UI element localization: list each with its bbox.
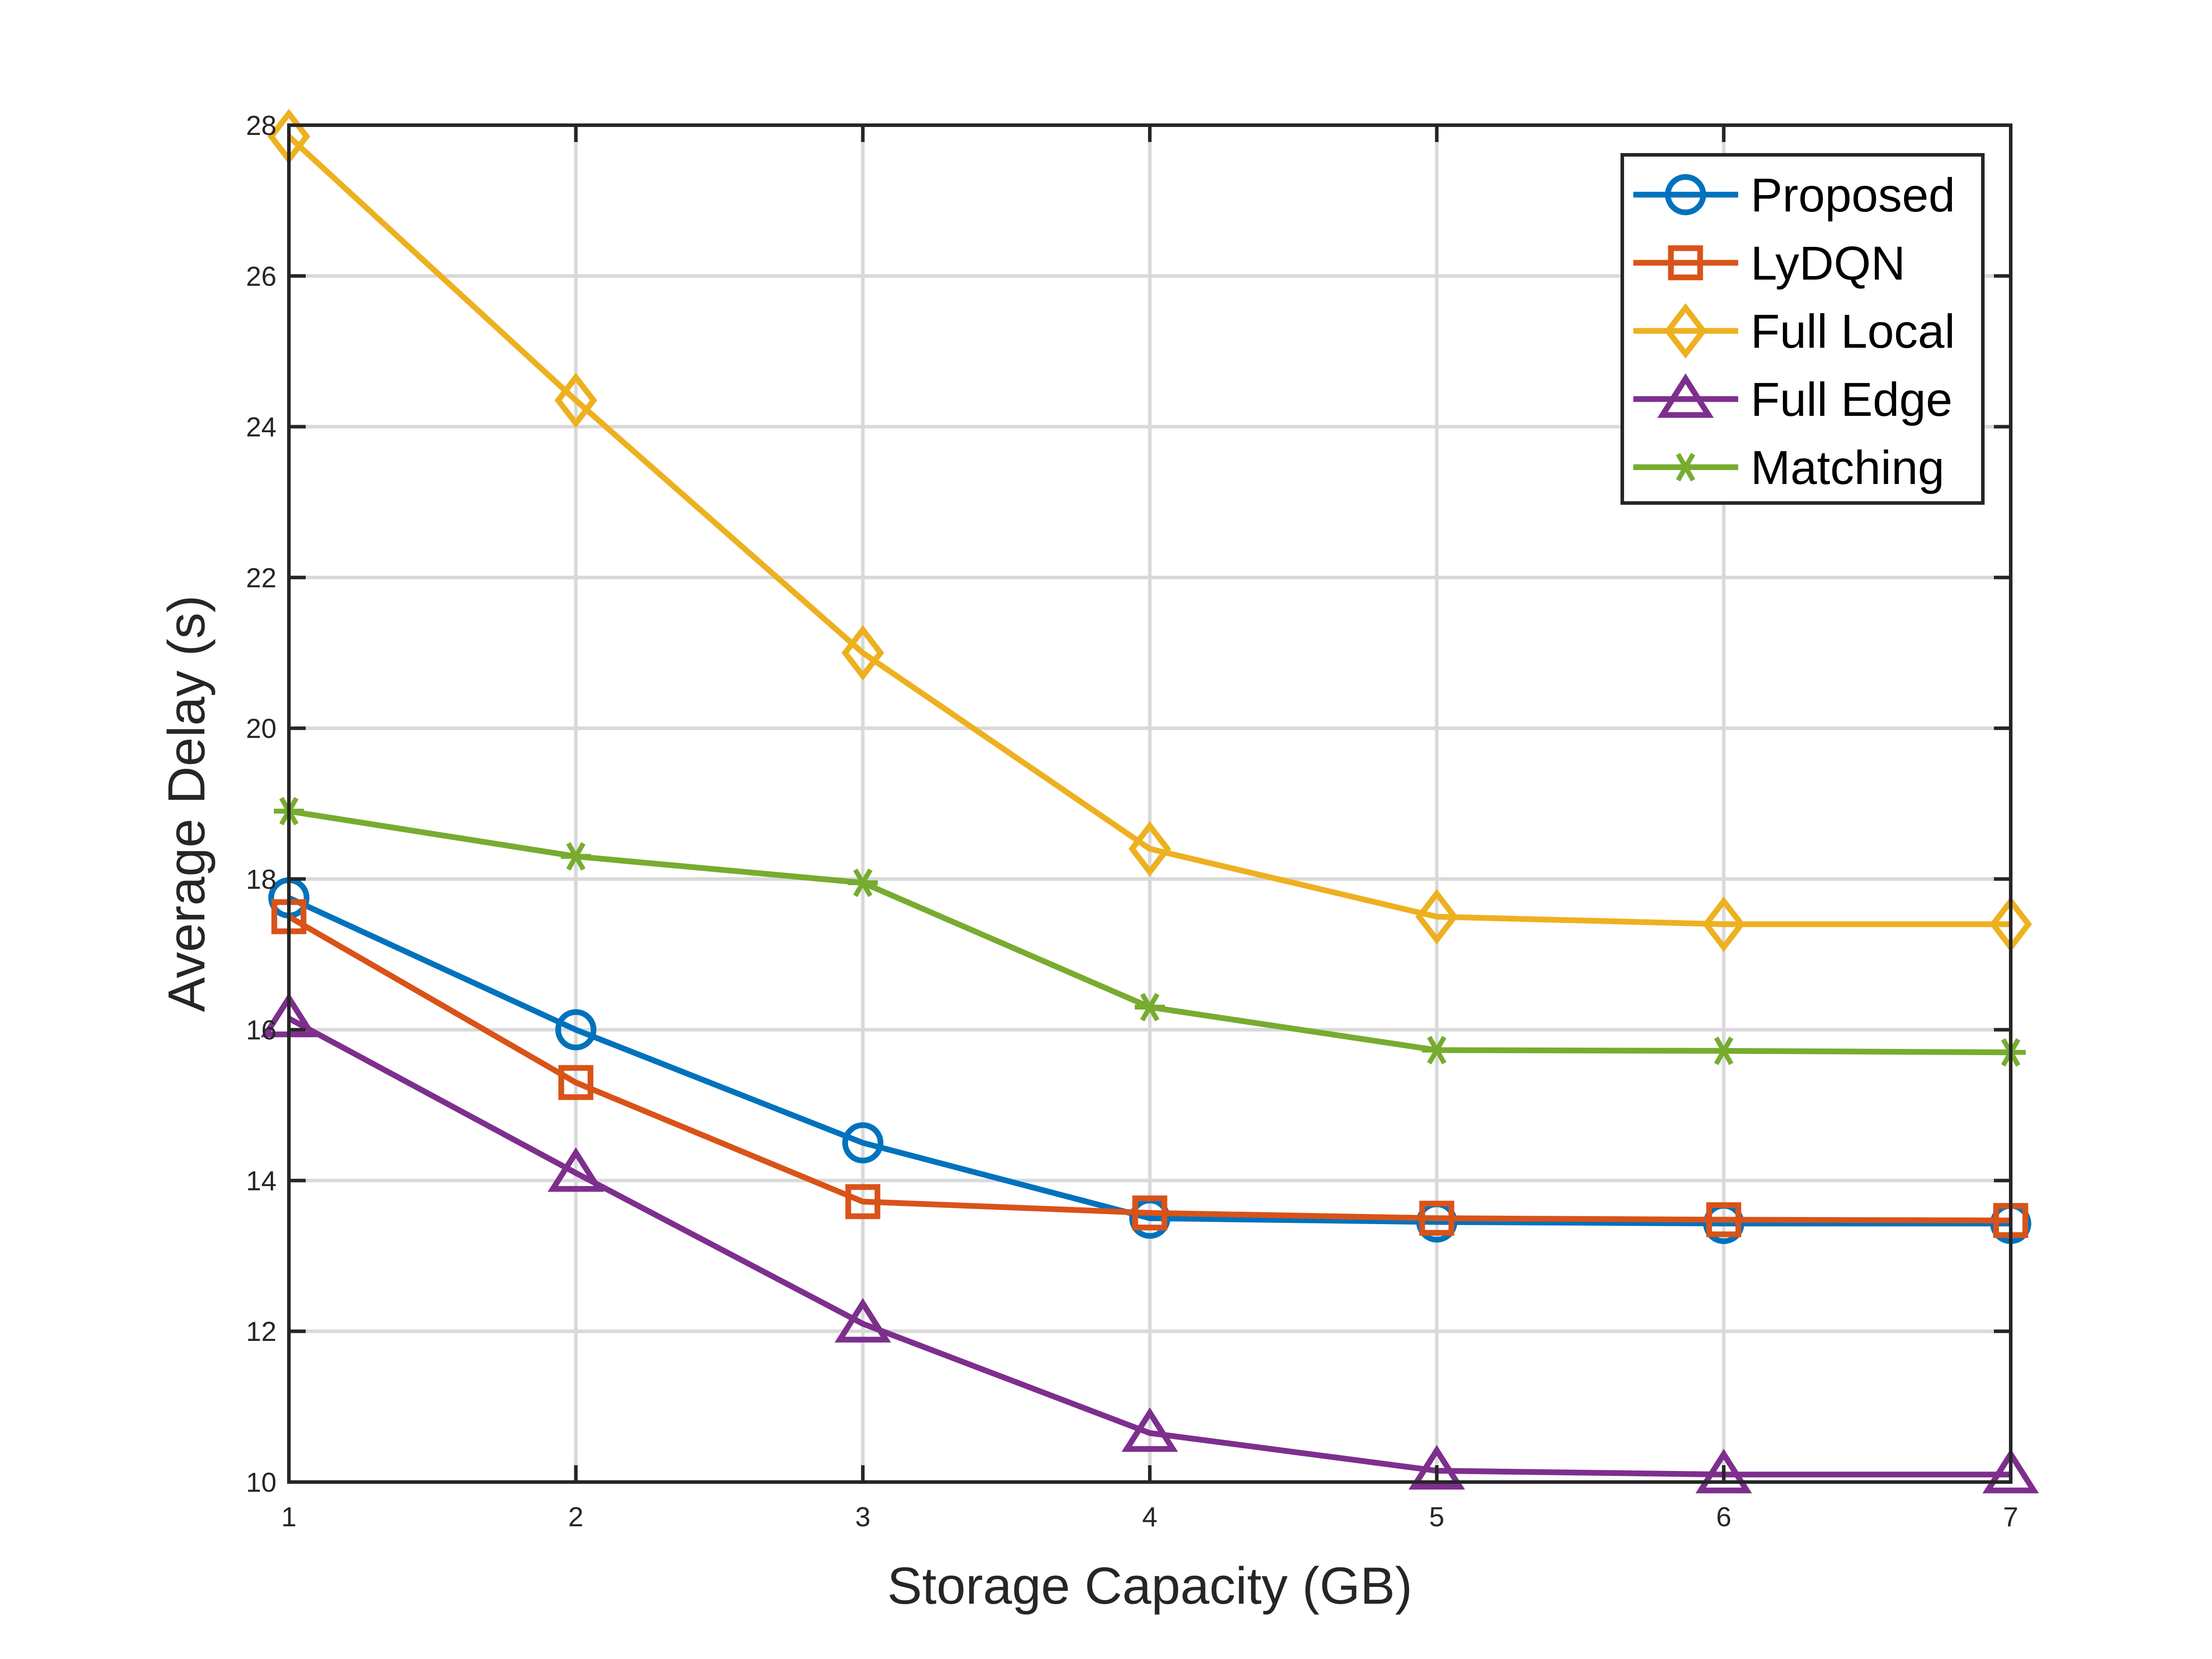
y-tick-label: 24 [246, 412, 276, 443]
y-tick-label: 22 [246, 563, 276, 593]
data-series [261, 108, 2039, 1494]
data-point-lydqn [1419, 1201, 1455, 1236]
x-tick-label: 4 [1142, 1502, 1157, 1532]
legend-item-lydqn: LyDQN [1633, 236, 1905, 290]
data-point-proposed [555, 1009, 597, 1051]
data-point-full-edge [1408, 1445, 1465, 1490]
data-point-full-edge [1121, 1407, 1178, 1452]
series-lydqn [271, 899, 2028, 1238]
data-point-lydqn [1132, 1195, 1167, 1231]
data-point-full-local [841, 625, 884, 681]
legend-marker [1668, 245, 1703, 280]
x-tick-label: 3 [855, 1502, 870, 1532]
asterisk-stroke [566, 842, 586, 871]
legend-label: Full Local [1751, 304, 1955, 358]
y-tick-label: 18 [246, 864, 276, 895]
data-point-matching [848, 868, 878, 897]
data-point-matching [1135, 993, 1165, 1022]
y-tick-label: 28 [246, 111, 276, 141]
y-tick-label: 14 [246, 1166, 276, 1196]
x-tick-label: 1 [281, 1502, 296, 1532]
data-point-full-local [1415, 889, 1458, 945]
data-point-matching [1709, 1037, 1739, 1065]
data-point-full-edge [547, 1147, 604, 1192]
y-tick-label: 10 [246, 1467, 276, 1498]
asterisk-stroke [1427, 1036, 1447, 1064]
data-point-full-edge [834, 1298, 891, 1343]
asterisk-stroke [1714, 1037, 1734, 1065]
y-tick-label: 26 [246, 261, 276, 292]
data-point-full-edge [1982, 1448, 2039, 1494]
legend-item-matching: Matching [1633, 441, 1944, 494]
legend-marker [1665, 174, 1706, 215]
x-tick-label: 2 [568, 1502, 583, 1532]
data-point-lydqn [845, 1184, 880, 1219]
data-point-full-edge [1695, 1448, 1752, 1494]
legend-item-proposed: Proposed [1633, 168, 1955, 222]
series-matching [274, 797, 2026, 1067]
data-point-full-local [554, 373, 597, 428]
legend-item-full-local: Full Local [1633, 303, 1955, 359]
asterisk-stroke [1676, 453, 1695, 482]
asterisk-stroke [1140, 993, 1160, 1022]
data-point-lydqn [1706, 1202, 1741, 1237]
legend-marker [1657, 373, 1714, 418]
series-line-lydqn [287, 914, 2011, 1224]
legend-item-full-edge: Full Edge [1633, 373, 1952, 426]
series-line-full-local [287, 134, 2011, 927]
legend: Proposed LyDQN Full Local Full Edge Matching [1621, 153, 1985, 505]
data-point-full-local [1702, 896, 1745, 952]
legend-label: LyDQN [1751, 236, 1905, 290]
data-point-lydqn [558, 1065, 594, 1100]
data-point-matching [561, 842, 591, 871]
legend-marker [1664, 303, 1707, 359]
axis-ticks [287, 123, 2012, 1484]
y-tick-label: 12 [246, 1317, 276, 1347]
y-tick-label: 20 [246, 714, 276, 744]
x-tick-label: 7 [2003, 1502, 2018, 1532]
y-axis-title: Average Delay (s) [157, 595, 216, 1012]
legend-label: Full Edge [1751, 373, 1952, 426]
data-point-full-local [1128, 821, 1171, 877]
x-tick-label: 6 [1716, 1502, 1731, 1532]
data-point-proposed [842, 1122, 883, 1164]
x-tick-label: 5 [1429, 1502, 1444, 1532]
legend-items: Proposed LyDQN Full Local Full Edge Matching [1633, 168, 1955, 494]
legend-label: Matching [1751, 441, 1944, 494]
y-tick-label: 16 [246, 1015, 276, 1046]
x-tick-labels: 1 2 3 4 5 6 7 [281, 1502, 2018, 1532]
y-tick-labels: 10 12 14 16 18 20 22 24 26 28 [246, 111, 276, 1498]
legend-label: Proposed [1751, 168, 1955, 222]
legend-marker [1671, 453, 1701, 482]
x-axis-title: Storage Capacity (GB) [887, 1557, 1412, 1615]
data-point-matching [1421, 1036, 1452, 1064]
series-line-proposed [288, 895, 2011, 1227]
asterisk-stroke [853, 868, 873, 897]
